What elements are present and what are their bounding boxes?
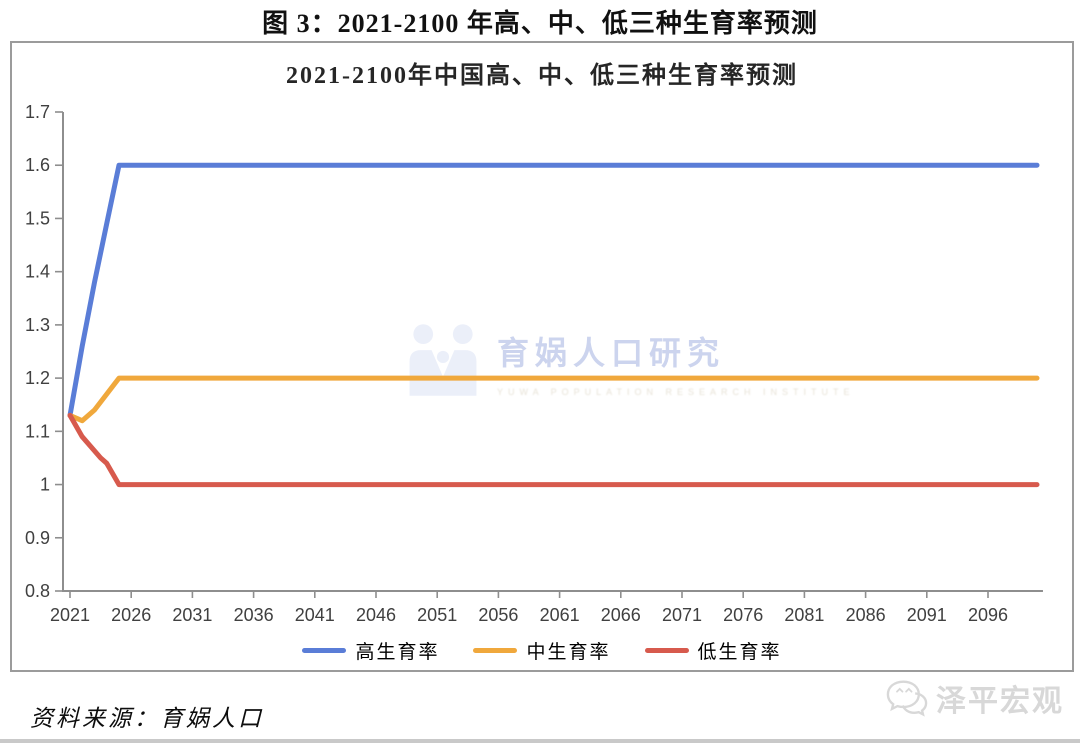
x-tick-label: 2091	[907, 605, 947, 625]
series-line-high	[67, 162, 1040, 418]
legend-item-high: 高生育率	[302, 637, 439, 664]
legend-item-low: 低生育率	[644, 637, 782, 664]
x-tick-label: 2031	[172, 605, 212, 625]
x-tick-label: 2076	[723, 605, 763, 625]
x-tick-label: 2081	[784, 605, 824, 625]
x-tick-label: 2056	[478, 605, 518, 625]
legend-label-low: 低生育率	[697, 642, 782, 663]
x-tick-label: 2026	[111, 605, 151, 625]
y-tick-label: 1.6	[25, 155, 50, 175]
x-tick-label: 2071	[662, 605, 702, 625]
chart-title: 2021-2100年中国高、中、低三种生育率预测	[286, 63, 798, 89]
legend-swatch-low	[644, 648, 689, 653]
x-tick-label: 2086	[846, 605, 886, 625]
x-tick-label: 2036	[234, 605, 274, 625]
y-tick-label: 0.9	[25, 528, 50, 548]
x-tick-label: 2061	[540, 605, 580, 625]
bottom-divider	[0, 739, 1080, 743]
axes	[62, 112, 1043, 592]
y-tick-label: 1.1	[25, 421, 50, 441]
legend-swatch-high	[302, 648, 347, 653]
x-tick-label: 2051	[417, 605, 457, 625]
y-tick-label: 1.5	[25, 208, 50, 228]
y-tick-label: 0.8	[25, 581, 50, 601]
x-tick-label: 2066	[601, 605, 641, 625]
x-tick-label: 2041	[295, 605, 335, 625]
y-tick-label: 1.4	[25, 262, 50, 282]
legend-swatch-mid	[473, 648, 518, 653]
chart-panel: 育娲人口研究 YUWA POPULATION RESEARCH INSTITUT…	[10, 41, 1074, 672]
figure-title: 图 3：2021-2100 年高、中、低三种生育率预测	[262, 9, 818, 38]
x-tick-label: 2046	[356, 605, 396, 625]
legend-item-mid: 中生育率	[473, 637, 610, 664]
legend-label-mid: 中生育率	[526, 642, 611, 663]
y-tick-label: 1.7	[25, 102, 50, 122]
source-note: 资料来源：育娲人口	[30, 706, 264, 731]
series-line-mid	[67, 375, 1040, 424]
series-line-low	[67, 412, 1040, 488]
x-tick-label: 2096	[968, 605, 1008, 625]
x-tick-label: 2021	[50, 605, 90, 625]
chart-legend: 高生育率 中生育率 低生育率	[12, 637, 1072, 664]
brand-text: 泽平宏观	[936, 685, 1064, 718]
y-tick-label: 1	[40, 475, 50, 495]
wechat-icon	[886, 680, 928, 717]
legend-label-high: 高生育率	[355, 642, 440, 663]
y-tick-label: 1.3	[25, 315, 50, 335]
y-tick-label: 1.2	[25, 368, 50, 388]
brand-watermark: 泽平宏观	[885, 676, 1064, 720]
